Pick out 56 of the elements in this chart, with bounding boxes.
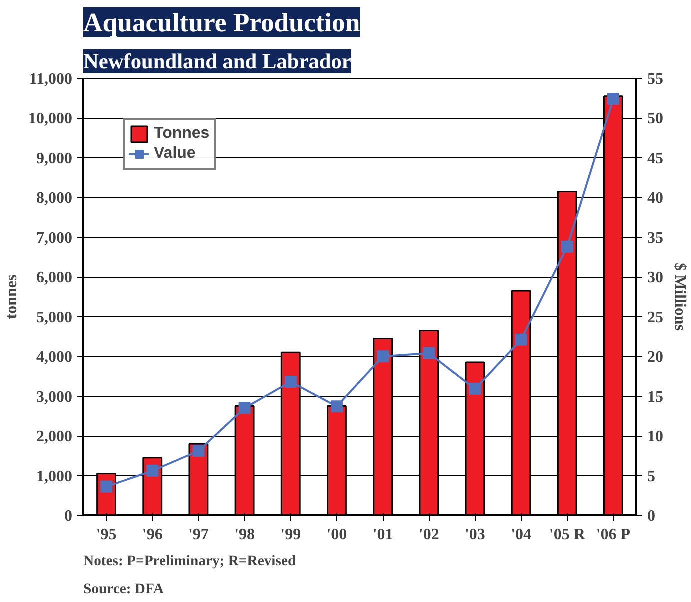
point — [146, 465, 159, 478]
x-tick-label: '03 — [464, 526, 486, 544]
y2-tick-label: 25 — [648, 309, 664, 326]
x-tick-label: '02 — [418, 526, 440, 544]
point — [284, 376, 297, 388]
point — [100, 480, 113, 493]
x-tick-label: '06 P — [596, 526, 631, 544]
y-tick-label: 2,000 — [36, 428, 72, 446]
x-tick-label: '98 — [234, 526, 256, 544]
y-tick-label: 8,000 — [36, 190, 72, 208]
y2-axis-title: $ Millions — [672, 262, 688, 332]
y2-tick-label: 15 — [648, 388, 664, 406]
point — [238, 402, 251, 414]
y-axis-title: tonnes — [4, 274, 20, 320]
x-tick-label: '95 — [96, 526, 117, 544]
point — [330, 400, 343, 413]
chart-subtitle: Newfoundland and Labrador — [84, 50, 352, 74]
text: Notes: P=Preliminary; R=Revised — [84, 554, 296, 570]
y-tick-label: 9,000 — [36, 150, 72, 168]
y2-tick-label: 55 — [648, 71, 664, 88]
y2-tick-label: 45 — [648, 150, 664, 168]
point — [192, 445, 205, 458]
y2-tick-label: 5 — [648, 468, 656, 486]
chart-title: Aquaculture Production — [84, 8, 360, 38]
y-tick-label: 4,000 — [36, 349, 72, 366]
point — [561, 240, 574, 253]
y-tick-label: 5,000 — [36, 309, 72, 326]
y2-tick-label: 40 — [648, 190, 664, 208]
legend-label: Value — [154, 145, 196, 163]
x-tick-label: '04 — [511, 526, 532, 544]
y-tick-label: 1,000 — [36, 468, 72, 486]
x-tick-label: '97 — [188, 526, 209, 544]
x-tick-label: '96 — [142, 526, 163, 544]
y-tick-label: 6,000 — [36, 270, 72, 287]
legend-label: Tonnes — [154, 125, 210, 143]
point — [469, 383, 482, 396]
y-tick-label: 10,000 — [28, 110, 72, 128]
point — [377, 350, 390, 363]
point — [423, 347, 436, 360]
x-tick-label: '00 — [326, 526, 348, 544]
y2-tick-label: 30 — [648, 270, 664, 287]
y-tick-label: 3,000 — [36, 388, 72, 406]
y-tick-label: 0 — [64, 508, 72, 525]
y-tick-label: 7,000 — [36, 230, 72, 247]
y2-tick-label: 35 — [648, 230, 664, 247]
x-tick-label: '99 — [280, 526, 302, 544]
point — [515, 334, 528, 346]
point — [607, 93, 620, 106]
y2-tick-label: 0 — [648, 508, 656, 525]
y2-tick-label: 10 — [648, 428, 664, 446]
source-note: Source: DFA — [84, 582, 164, 598]
y2-tick-label: 50 — [648, 110, 664, 128]
y2-tick-label: 20 — [648, 349, 664, 366]
x-tick-label: '05 R — [549, 526, 586, 544]
x-tick-label: '01 — [372, 526, 394, 544]
y-tick-label: 11,000 — [29, 71, 73, 88]
